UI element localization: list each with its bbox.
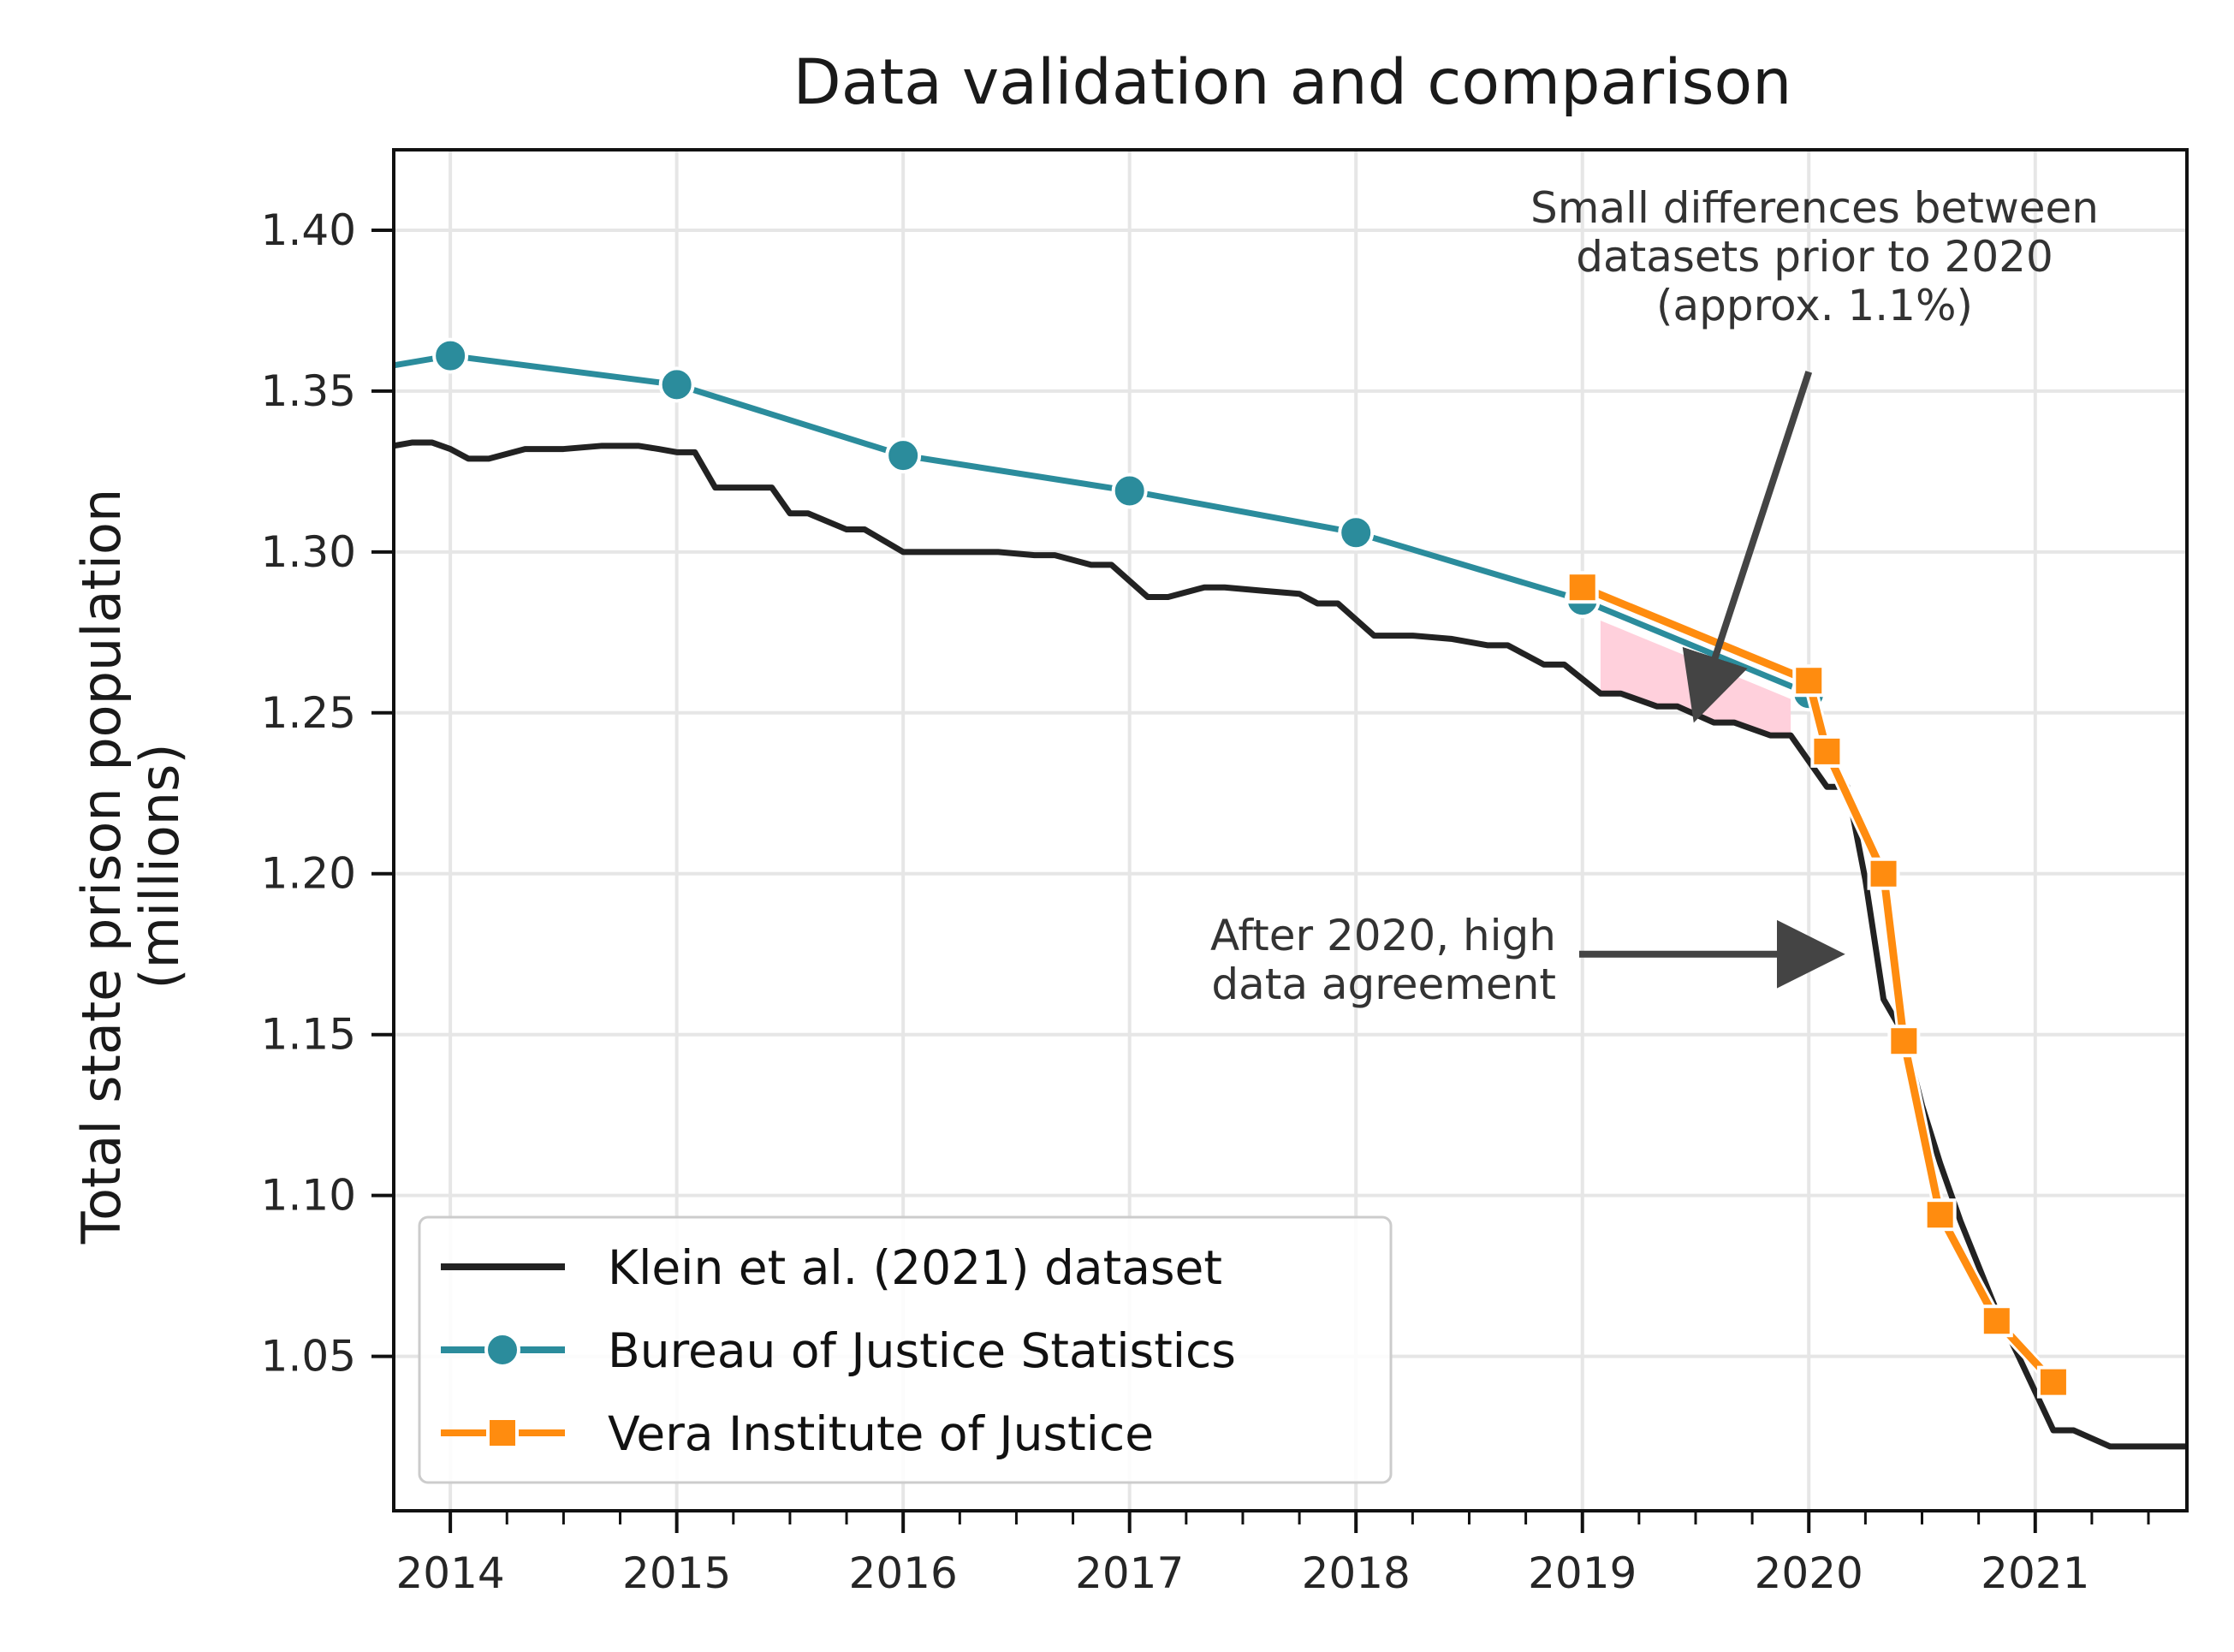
annotations: Small differences between datasets prior … — [1210, 183, 2099, 1009]
y-tick-label: 1.30 — [261, 527, 356, 577]
legend: Klein et al. (2021) dataset Bureau of Jus… — [418, 1215, 1393, 1484]
legend-label: Bureau of Justice Statistics — [608, 1323, 1236, 1378]
y-tick-label: 1.15 — [261, 1010, 356, 1060]
legend-label: Vera Institute of Justice — [608, 1406, 1154, 1461]
vera-point — [1810, 734, 1844, 768]
vera-point — [1923, 1198, 1957, 1232]
x-tick-label: 2021 — [1981, 1548, 2089, 1598]
bjs-point — [432, 337, 469, 374]
annotation-line: datasets prior to 2020 — [1576, 232, 2053, 282]
legend-swatch-marker — [486, 1417, 519, 1449]
annotation-line: data agreement — [1211, 960, 1556, 1009]
x-tick-label: 2017 — [1075, 1548, 1184, 1598]
annotation-line: (approx. 1.1%) — [1656, 281, 1973, 330]
annotation-line: After 2020, high — [1210, 911, 1556, 960]
legend-entry: Vera Institute of Justice — [441, 1406, 1154, 1461]
annotation-small-differences: Small differences between datasets prior … — [1530, 183, 2099, 330]
x-tick-label: 2018 — [1302, 1548, 1411, 1598]
y-tick-label: 1.35 — [261, 366, 356, 416]
vera-point — [1566, 571, 1599, 604]
annotation-high-agreement: After 2020, high data agreement — [1210, 911, 1556, 1009]
vera-point — [2036, 1365, 2070, 1399]
vera-point — [1867, 857, 1900, 890]
legend-entry: Bureau of Justice Statistics — [441, 1323, 1236, 1378]
y-axis-title-line: (millions) — [128, 743, 191, 989]
y-axis-title: Total state prison population(millions) — [70, 489, 191, 1245]
bjs-line — [394, 353, 1810, 697]
vera-point — [1887, 1025, 1921, 1058]
vera-point — [1980, 1304, 2013, 1338]
x-tick-label: 2014 — [396, 1548, 505, 1598]
x-tick-label: 2019 — [1528, 1548, 1637, 1598]
legend-swatch-marker — [484, 1332, 520, 1368]
y-tick-label: 1.40 — [261, 205, 356, 255]
y-axis-title-line: Total state prison population — [70, 489, 133, 1245]
x-tick-label: 2015 — [622, 1548, 731, 1598]
series-layer — [394, 337, 2187, 1450]
chart-title: Data validation and comparison — [793, 46, 1792, 119]
bjs-point — [1338, 514, 1375, 551]
bjs-point — [885, 437, 922, 474]
ticks: 2014 2015 2016 2017 2018 2019 2020 2021 1.05 1.10… — [261, 205, 2150, 1598]
legend-box — [418, 1215, 1393, 1484]
x-tick-label: 2020 — [1755, 1548, 1863, 1598]
bjs-point — [1111, 472, 1148, 509]
y-tick-label: 1.10 — [261, 1171, 356, 1221]
plot-frame — [392, 148, 2189, 1512]
vera-point — [1792, 664, 1826, 698]
series-3 — [1566, 571, 2070, 1399]
x-tick-label: 2016 — [849, 1548, 958, 1598]
bjs-point — [658, 366, 695, 403]
annotation-line: Small differences between — [1530, 183, 2099, 233]
annotation-arrow-1 — [1682, 371, 1813, 723]
y-tick-label: 1.05 — [261, 1332, 356, 1382]
legend-entry: Klein et al. (2021) dataset — [441, 1240, 1222, 1295]
y-tick-label: 1.25 — [261, 688, 356, 738]
y-tick-label: 1.20 — [261, 849, 356, 899]
legend-label: Klein et al. (2021) dataset — [608, 1240, 1222, 1295]
